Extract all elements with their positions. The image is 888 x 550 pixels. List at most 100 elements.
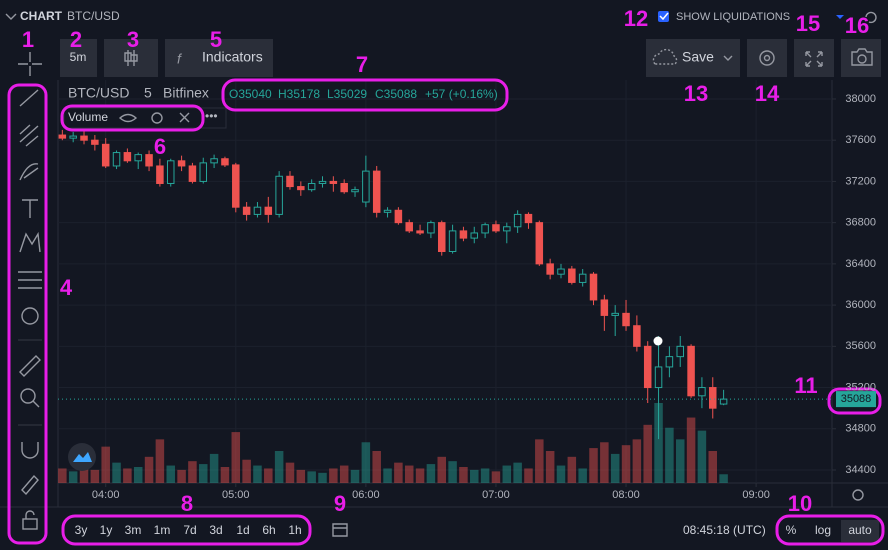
brush-tool[interactable] (19, 163, 39, 181)
volume-bar (318, 472, 327, 483)
volume-bar (480, 468, 490, 483)
zoom-handle (32, 400, 40, 408)
candle-body (405, 222, 413, 232)
volume-bar (448, 461, 457, 483)
fullscreen-button[interactable] (794, 39, 834, 77)
candle-body (253, 206, 262, 215)
eye-icon[interactable] (118, 113, 138, 123)
date-range-icon[interactable] (332, 523, 348, 537)
x-tick-label: 05:00 (222, 489, 250, 501)
annotation-number: 2 (70, 27, 82, 52)
scale-mode-button[interactable]: auto (848, 523, 872, 537)
volume-bar (361, 442, 371, 483)
timeframe-button[interactable]: 3d (209, 523, 222, 537)
lock-tool[interactable] (22, 518, 38, 530)
legend-open: O35040 (229, 87, 272, 101)
save-chevron (723, 55, 733, 61)
candle-body (589, 273, 598, 301)
indicators-button[interactable] (165, 39, 273, 77)
x-tick-label: 04:00 (92, 489, 120, 501)
more-icon[interactable]: ••• (205, 109, 218, 123)
candle-body (80, 135, 88, 141)
save-label: Save (682, 49, 714, 65)
candle-body (470, 232, 479, 239)
zoom-tool[interactable] (20, 388, 36, 404)
liquidations-checkbox[interactable] (658, 11, 669, 22)
text-tool[interactable] (22, 199, 38, 218)
x-tick-label: 08:00 (612, 489, 640, 501)
settings-button[interactable] (747, 39, 787, 77)
clock: 08:45:18 (UTC) (683, 523, 766, 537)
volume-bar (404, 465, 414, 483)
volume-bar (600, 442, 609, 483)
candle-body (188, 165, 197, 182)
timeframe-button[interactable]: 3m (125, 523, 142, 537)
pattern-tool[interactable] (19, 231, 41, 253)
volume-bar (632, 439, 642, 483)
scale-mode-button[interactable]: % (786, 523, 797, 537)
volume-settings[interactable] (151, 112, 163, 124)
candle-body (329, 180, 338, 184)
candle-body (199, 162, 208, 182)
volume-bar (686, 417, 696, 483)
dropdown[interactable] (836, 15, 844, 19)
ruler-tool[interactable] (19, 355, 41, 377)
volume-bar (708, 451, 718, 483)
candle-body (383, 209, 392, 213)
volume-bar (665, 427, 674, 483)
candle-body (665, 356, 674, 368)
emoji-tool[interactable] (21, 307, 39, 325)
annotation-number: 16 (845, 13, 869, 38)
plot (58, 80, 832, 483)
timeframe-button[interactable]: 1d (236, 523, 249, 537)
annotation-number: 14 (755, 81, 780, 106)
axis-settings[interactable] (852, 489, 864, 501)
timeframe-button[interactable]: 1y (100, 523, 113, 537)
candle-body (578, 273, 587, 283)
annotation-number: 9 (334, 491, 346, 516)
annotation-box (61, 514, 312, 546)
candle-body (633, 325, 641, 347)
candle-body (221, 158, 229, 166)
volume-bar (166, 465, 175, 483)
volume-bar (491, 471, 501, 483)
legend-low: L35029 (327, 87, 367, 101)
volume-close[interactable] (179, 112, 190, 123)
save-button[interactable] (646, 39, 740, 77)
candle-body (611, 312, 619, 316)
annotation-box (7, 83, 48, 545)
scale-mode-button[interactable]: log (815, 523, 831, 537)
timeframe-button[interactable]: 3y (75, 523, 88, 537)
volume-bar (556, 465, 566, 483)
timeframe-button[interactable]: 1h (288, 523, 301, 537)
legend-close: C35088 (375, 87, 417, 101)
refresh-icon[interactable] (865, 11, 877, 24)
y-tick-label: 37600 (845, 134, 876, 146)
annotation-box (221, 78, 509, 112)
crosshair-tool[interactable] (18, 52, 42, 76)
candle-body (112, 152, 121, 167)
candle-body (416, 230, 424, 234)
candle-body (232, 164, 240, 208)
candle-body (297, 186, 305, 191)
timeframe-button[interactable]: 6h (262, 523, 275, 537)
screenshot-button[interactable] (841, 39, 881, 77)
prediction-tool[interactable] (18, 271, 42, 289)
annotation-number: 3 (127, 27, 139, 52)
trend-line-tool[interactable] (19, 89, 39, 107)
interval-button[interactable] (60, 39, 97, 77)
candle-body (242, 206, 251, 215)
drawing-tools (18, 89, 42, 530)
pitchfork-tool[interactable] (19, 124, 39, 147)
timeframe-button[interactable]: 1m (154, 523, 171, 537)
volume-bar (188, 461, 197, 483)
candle-body (568, 268, 576, 283)
candle-body (459, 230, 468, 239)
timeframe-button[interactable]: 7d (183, 523, 196, 537)
volume-bar (177, 469, 186, 483)
annotation-number: 13 (684, 81, 708, 106)
chevron[interactable] (5, 13, 17, 20)
magnet-tool[interactable] (21, 442, 39, 459)
annotation-number: 10 (788, 491, 812, 516)
lock-draw-tool[interactable] (21, 474, 39, 496)
